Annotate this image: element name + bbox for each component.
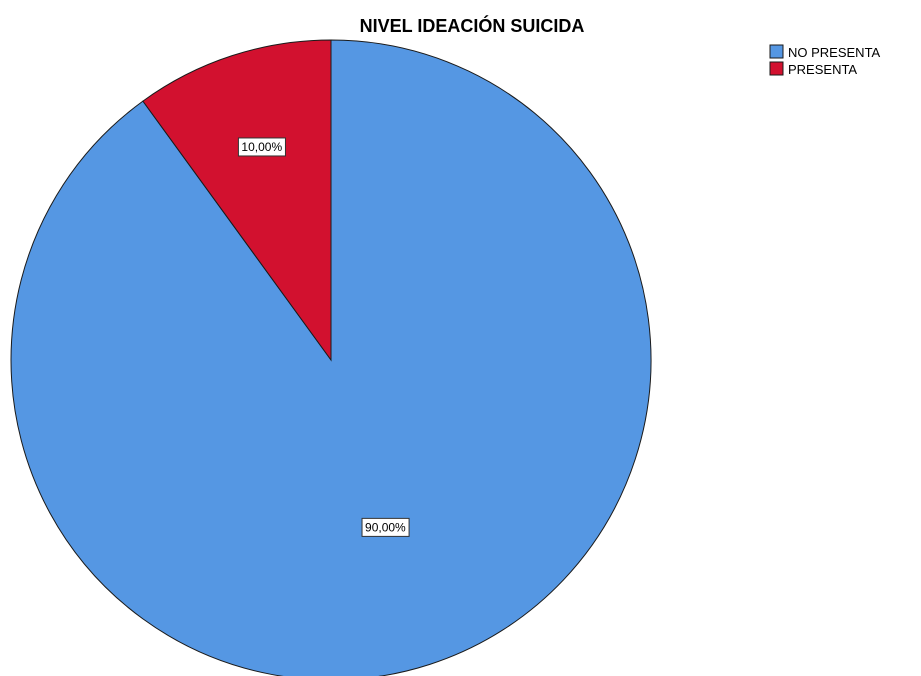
data-label: 10,00% <box>237 137 286 157</box>
legend-item-no-presenta: NO PRESENTA <box>769 44 881 60</box>
data-label: 90,00% <box>361 517 410 537</box>
data-label-box <box>237 137 286 157</box>
data-label-text: 10,00% <box>241 140 282 154</box>
legend-item-presenta: PRESENTA <box>769 61 857 77</box>
data-label-text: 90,00% <box>365 520 406 534</box>
legend-label: PRESENTA <box>788 62 857 77</box>
pie-slices <box>10 39 652 676</box>
legend: NO PRESENTA PRESENTA <box>769 44 881 77</box>
legend-swatch <box>769 61 784 76</box>
legend-swatch <box>769 44 784 59</box>
legend-label: NO PRESENTA <box>788 45 881 60</box>
data-labels: 90,00% 10,00% <box>237 137 410 537</box>
data-label-box <box>361 517 410 537</box>
pie-slice-presenta <box>142 39 332 362</box>
chart-title: NIVEL IDEACIÓN SUICIDA <box>360 15 585 36</box>
